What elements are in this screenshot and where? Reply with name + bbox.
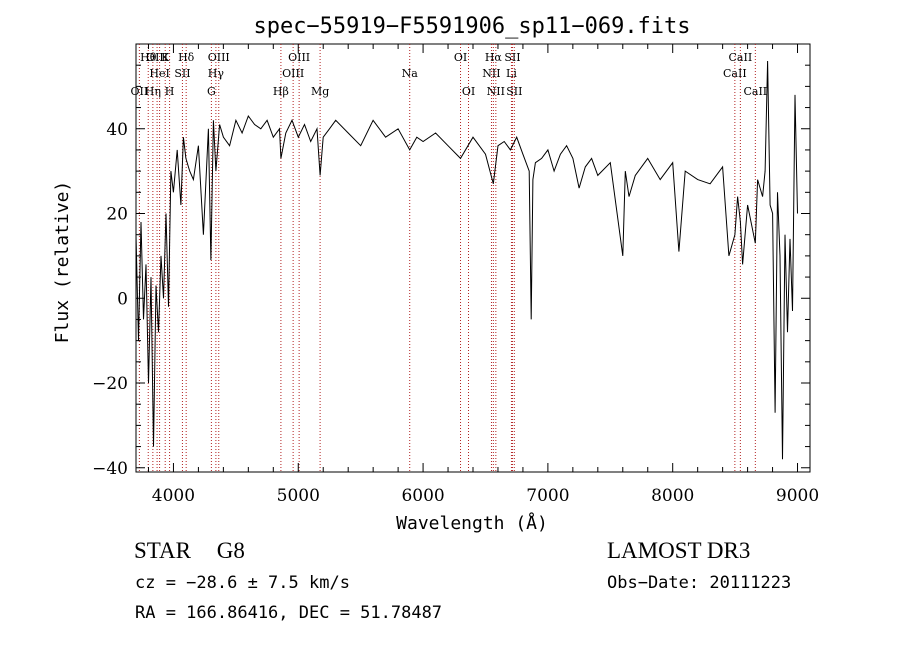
x-tick-label-4: 8000 [651,486,694,506]
line-label-9: G [207,85,216,98]
line-label-11: OIII [208,51,230,64]
object-class-value: STAR [134,538,191,563]
line-label-17: OI [454,51,467,64]
line-label-27: CaII [743,85,767,98]
y-axis-label: Flux (relative) [52,181,73,344]
line-label-10: Hγ [208,67,225,80]
x-tick-label-1: 5000 [277,486,320,506]
line-label-15: Mg [311,85,329,98]
object-class: STAR G8 [134,538,245,564]
observation-date: Obs−Date: 20111223 [607,573,792,593]
line-label-5: K [161,51,170,64]
line-label-13: OIII [282,67,304,80]
line-label-20: Hα [485,51,503,64]
y-tick-label-1: −20 [92,374,128,394]
x-tick-label-3: 7000 [526,486,569,506]
line-label-1: Hθ [140,51,157,64]
line-label-6: H [165,85,175,98]
line-label-4: HeI [149,67,169,80]
y-tick-label-3: 20 [106,205,128,225]
redshift-velocity: cz = −28.6 ± 7.5 km/s [135,573,350,593]
line-label-21: NII [487,85,505,98]
line-label-8: Hδ [178,51,195,64]
line-label-16: Na [402,67,419,80]
line-label-14: OIII [288,51,310,64]
x-tick-label-0: 4000 [152,486,195,506]
sky-coordinates: RA = 166.86416, DEC = 51.78487 [135,603,443,623]
line-label-26: CaII [729,51,753,64]
plot-frame [135,43,811,473]
spectral-line-markers [138,44,756,472]
line-label-3: Hη [145,85,161,98]
line-label-12: Hβ [273,85,289,98]
x-tick-label-5: 9000 [776,486,819,506]
spectrum-series-line [135,60,798,460]
y-tick-label-0: −40 [92,459,128,479]
x-axis-ticks: 4000 5000 6000 7000 8000 9000 [147,44,819,506]
chart-title: spec−55919−F5591906_sp11−069.fits [253,14,690,39]
line-label-22: Li [506,67,517,80]
line-label-7: SII [174,67,190,80]
x-tick-label-2: 6000 [401,486,444,506]
line-label-0: OII [131,85,149,98]
y-tick-label-2: 0 [117,289,128,309]
line-label-24: SII [506,85,522,98]
y-axis-ticks: −40 −20 0 20 40 [92,64,810,479]
x-axis-label: Wavelength (Å) [396,512,548,534]
spectral-line-labels: OIIHθOIIIHηHeIKHSIIHδGHγOIIIHβOIIIOIIIMg… [131,51,768,98]
line-label-18: OI [462,85,475,98]
line-label-23: SII [504,51,520,64]
object-subclass-value: G8 [216,538,245,563]
line-label-25: CaII [723,67,747,80]
survey-name: LAMOST DR3 [607,538,751,563]
y-tick-label-4: 40 [106,120,128,140]
line-label-19: NII [482,67,500,80]
line-label-2: OIII [146,51,168,64]
